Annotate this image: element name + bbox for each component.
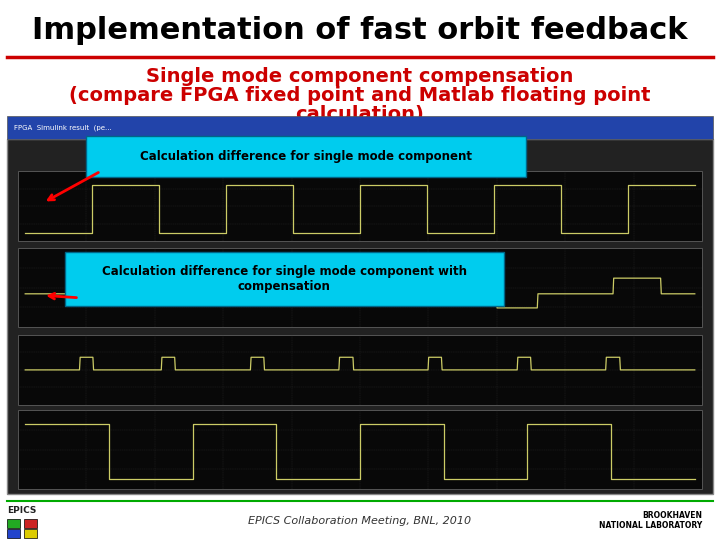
FancyBboxPatch shape — [7, 116, 713, 139]
FancyBboxPatch shape — [7, 529, 20, 538]
Text: FPGA  Simulink result  (pe...: FPGA Simulink result (pe... — [14, 124, 112, 131]
Text: Single mode component compensation: Single mode component compensation — [146, 68, 574, 86]
Text: Calculation difference for single mode component with
compensation: Calculation difference for single mode c… — [102, 265, 467, 293]
Text: EPICS: EPICS — [7, 506, 37, 515]
Text: (compare FPGA fixed point and Matlab floating point: (compare FPGA fixed point and Matlab flo… — [69, 86, 651, 105]
FancyBboxPatch shape — [65, 252, 504, 306]
FancyBboxPatch shape — [86, 136, 526, 177]
Text: Implementation of fast orbit feedback: Implementation of fast orbit feedback — [32, 16, 688, 45]
FancyBboxPatch shape — [18, 248, 702, 327]
Text: EPICS Collaboration Meeting, BNL, 2010: EPICS Collaboration Meeting, BNL, 2010 — [248, 516, 472, 525]
FancyBboxPatch shape — [18, 335, 702, 405]
FancyBboxPatch shape — [24, 519, 37, 528]
FancyBboxPatch shape — [7, 139, 713, 494]
Text: calculation): calculation) — [296, 105, 424, 124]
Text: BROOKHAVEN
NATIONAL LABORATORY: BROOKHAVEN NATIONAL LABORATORY — [599, 511, 702, 530]
FancyBboxPatch shape — [18, 171, 702, 241]
Text: Calculation difference for single mode component: Calculation difference for single mode c… — [140, 150, 472, 163]
FancyBboxPatch shape — [7, 519, 20, 528]
FancyBboxPatch shape — [18, 410, 702, 489]
FancyBboxPatch shape — [24, 529, 37, 538]
